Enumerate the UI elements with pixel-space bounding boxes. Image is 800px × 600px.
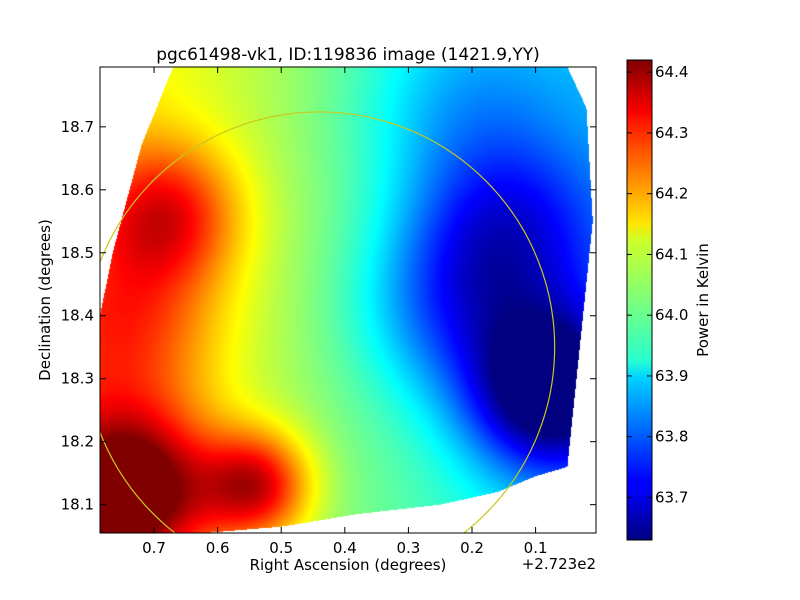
colorbar-tick-label: 64.2	[655, 185, 688, 203]
x-offset-label: +2.723e2	[522, 555, 596, 573]
colorbar-tick-label: 64.4	[655, 63, 688, 81]
y-tick-label: 18.6	[61, 181, 94, 199]
colorbar-tick-label: 63.9	[655, 367, 688, 385]
y-tick-label: 18.2	[61, 433, 94, 451]
x-tick-label: 0.5	[269, 539, 293, 557]
y-axis-label: Declination (degrees)	[36, 219, 54, 381]
y-tick-label: 18.7	[61, 118, 94, 136]
x-axis-label: Right Ascension (degrees)	[250, 556, 447, 574]
y-ticks: 18.1 18.2 18.3 18.4 18.5 18.6 18.7	[61, 118, 596, 514]
colorbar-tick-label: 63.7	[655, 488, 688, 506]
colorbar-tick-label: 64.0	[655, 306, 688, 324]
y-tick-label: 18.5	[61, 244, 94, 262]
y-tick-label: 18.4	[61, 307, 94, 325]
y-tick-label: 18.3	[61, 370, 94, 388]
colorbar-tick-label: 63.8	[655, 428, 688, 446]
colorbar-tick-label: 64.3	[655, 124, 688, 142]
colorbar	[626, 59, 653, 541]
x-ticks: 0.7 0.6 0.5 0.4 0.3 0.2 0.1	[142, 67, 548, 557]
y-tick-label: 18.1	[61, 496, 94, 514]
x-tick-label: 0.2	[460, 539, 484, 557]
x-tick-label: 0.1	[524, 539, 548, 557]
colorbar-label: Power in Kelvin	[694, 243, 712, 357]
x-tick-label: 0.6	[206, 539, 230, 557]
x-tick-label: 0.4	[333, 539, 357, 557]
colorbar-ticks: 63.7 63.8 63.9 64.0 64.1 64.2 64.3 64.4	[627, 63, 688, 506]
beam-circle	[100, 111, 556, 533]
heatmap-image	[100, 67, 596, 533]
plot-frame	[99, 66, 597, 534]
x-tick-label: 0.3	[396, 539, 420, 557]
colorbar-tick-label: 64.1	[655, 245, 688, 263]
chart-title: pgc61498-vk1, ID:119836 image (1421.9,YY…	[156, 45, 540, 65]
x-tick-label: 0.7	[142, 539, 166, 557]
